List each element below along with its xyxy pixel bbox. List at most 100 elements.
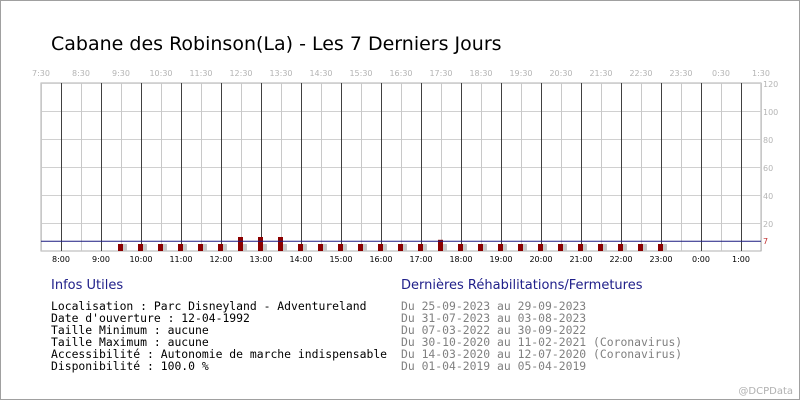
- bar-compare: [602, 244, 607, 251]
- rehab-heading: Dernières Réhabilitations/Fermetures: [401, 278, 643, 293]
- bar: [578, 244, 583, 251]
- bar-compare: [202, 244, 207, 251]
- bar-compare: [162, 244, 167, 251]
- info-line: Taille Minimum : aucune: [51, 323, 209, 337]
- bottom-time-label: 8:00: [52, 255, 70, 264]
- bar: [218, 244, 223, 251]
- bottom-time-label: 14:00: [289, 255, 312, 264]
- bottom-time-label: 0:00: [692, 255, 710, 264]
- top-time-label: 17:30: [429, 69, 452, 78]
- bar: [158, 244, 163, 251]
- bottom-time-label: 11:00: [169, 255, 192, 264]
- rehab-line: Du 25-09-2023 au 29-09-2023: [401, 299, 587, 313]
- bottom-time-label: 21:00: [569, 255, 592, 264]
- bar: [298, 244, 303, 251]
- bar-compare: [302, 244, 307, 251]
- bar: [178, 244, 183, 251]
- top-time-label: 9:30: [112, 69, 130, 78]
- top-time-label: 19:30: [509, 69, 532, 78]
- bar: [498, 244, 503, 251]
- bar: [358, 244, 363, 251]
- bar-compare: [662, 244, 667, 251]
- bottom-time-label: 13:00: [249, 255, 272, 264]
- bar-compare: [142, 244, 147, 251]
- bar-compare: [362, 244, 367, 251]
- top-time-label: 1:30: [752, 69, 770, 78]
- bottom-time-label: 19:00: [489, 255, 512, 264]
- bar-compare: [242, 244, 247, 251]
- bar: [138, 244, 143, 251]
- top-time-label: 10:30: [149, 69, 172, 78]
- bar-compare: [282, 244, 287, 251]
- bottom-time-label: 9:00: [92, 255, 110, 264]
- info-list: Localisation : Parc Disneyland - Adventu…: [51, 300, 387, 372]
- info-line: Disponibilité : 100.0 %: [51, 359, 209, 373]
- bar: [258, 237, 263, 251]
- bottom-time-label: 17:00: [409, 255, 432, 264]
- bar-compare: [342, 244, 347, 251]
- bar: [118, 244, 123, 251]
- bar-compare: [462, 244, 467, 251]
- bottom-time-label: 22:00: [609, 255, 632, 264]
- bar: [338, 244, 343, 251]
- bar: [518, 244, 523, 251]
- bar-compare: [422, 244, 427, 251]
- bar-compare: [122, 244, 127, 251]
- y-tick-label: 60: [763, 164, 773, 173]
- bar: [598, 244, 603, 251]
- watermark: @DCPData: [738, 386, 793, 397]
- bar-compare: [382, 244, 387, 251]
- bar-compare: [182, 244, 187, 251]
- top-time-label: 8:30: [72, 69, 90, 78]
- bar-compare: [562, 244, 567, 251]
- bar-compare: [322, 244, 327, 251]
- y-tick-label: 40: [763, 192, 773, 201]
- bar-compare: [482, 244, 487, 251]
- bar: [458, 244, 463, 251]
- top-time-label: 15:30: [349, 69, 372, 78]
- top-time-label: 18:30: [469, 69, 492, 78]
- top-time-label: 13:30: [269, 69, 292, 78]
- bar-compare: [582, 244, 587, 251]
- bar-compare: [642, 244, 647, 251]
- bottom-time-label: 18:00: [449, 255, 472, 264]
- bottom-time-label: 1:00: [732, 255, 750, 264]
- bar: [638, 244, 643, 251]
- bottom-time-label: 20:00: [529, 255, 552, 264]
- wait-time-chart: 20 40 60 80 100 120 7:30 8:30 9:30 10:30 11:30 12:3…: [32, 69, 778, 264]
- rehab-line: Du 30-10-2020 au 11-02-2021 (Coronavirus…: [401, 335, 683, 349]
- top-time-label: 12:30: [229, 69, 252, 78]
- top-time-label: 20:30: [549, 69, 572, 78]
- bottom-time-label: 23:00: [649, 255, 672, 264]
- top-time-label: 11:30: [189, 69, 212, 78]
- rehab-line: Du 14-03-2020 au 12-07-2020 (Coronavirus…: [401, 347, 683, 361]
- bar: [398, 244, 403, 251]
- info-heading: Infos Utiles: [51, 278, 124, 293]
- chart-title: Cabane des Robinson(La) - Les 7 Derniers…: [51, 33, 502, 55]
- rehab-line: Du 31-07-2023 au 03-08-2023: [401, 311, 587, 325]
- top-time-label: 16:30: [389, 69, 412, 78]
- bottom-time-label: 16:00: [369, 255, 392, 264]
- info-line: Localisation : Parc Disneyland - Adventu…: [51, 299, 367, 313]
- rehab-list: Du 25-09-2023 au 29-09-2023 Du 31-07-2023…: [401, 300, 682, 372]
- bar: [238, 237, 243, 251]
- bar-compare: [502, 244, 507, 251]
- info-line: Accessibilité : Autonomie de marche indi…: [51, 347, 388, 361]
- info-line: Date d'ouverture : 12-04-1992: [51, 311, 250, 325]
- bar: [618, 244, 623, 251]
- info-line: Taille Maximum : aucune: [51, 335, 209, 349]
- bar: [438, 239, 443, 251]
- top-time-label: 21:30: [589, 69, 612, 78]
- bar-compare: [442, 244, 447, 251]
- top-time-label: 22:30: [629, 69, 652, 78]
- bar: [418, 244, 423, 251]
- bottom-time-label: 12:00: [209, 255, 232, 264]
- bar: [198, 244, 203, 251]
- top-time-label: 7:30: [32, 69, 50, 78]
- bottom-time-label: 15:00: [329, 255, 352, 264]
- y-tick-label: 80: [763, 136, 773, 145]
- bar-compare: [262, 244, 267, 251]
- y-tick-label: 120: [763, 80, 778, 89]
- bottom-time-label: 10:00: [129, 255, 152, 264]
